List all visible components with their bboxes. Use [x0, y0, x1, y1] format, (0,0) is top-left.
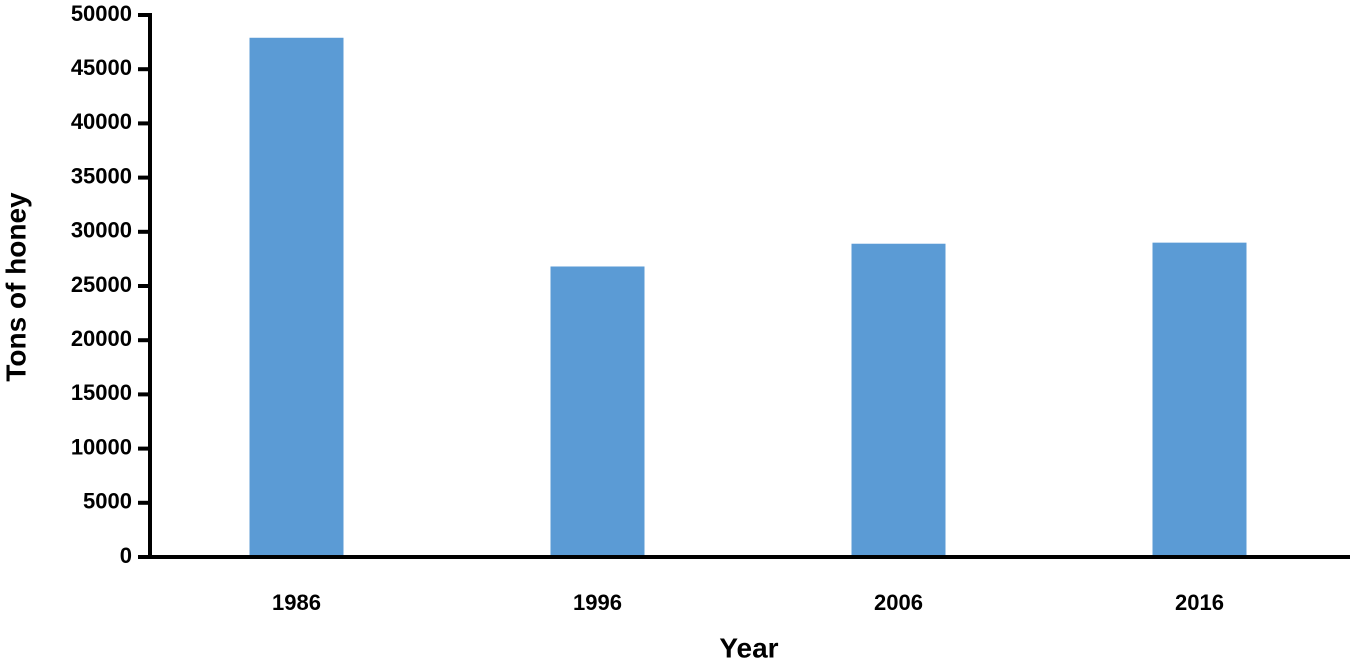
x-tick-label: 2016 [1175, 590, 1224, 615]
y-tick-label: 20000 [71, 326, 132, 351]
y-tick-label: 5000 [83, 489, 132, 514]
y-tick-label: 10000 [71, 434, 132, 459]
bar [550, 266, 645, 557]
y-tick-label: 30000 [71, 218, 132, 243]
bar [1152, 242, 1247, 557]
y-tick-label: 45000 [71, 55, 132, 80]
y-axis-title: Tons of honey [0, 192, 31, 382]
y-tick-label: 50000 [71, 1, 132, 26]
bar [249, 37, 344, 558]
y-tick-label: 40000 [71, 109, 132, 134]
y-tick-label: 35000 [71, 163, 132, 188]
bar [851, 243, 946, 557]
x-tick-label: 2006 [874, 590, 923, 615]
x-tick-label: 1986 [272, 590, 321, 615]
x-axis-title: Year [719, 632, 778, 663]
y-tick-label: 0 [120, 543, 132, 568]
x-tick-label: 1996 [573, 590, 622, 615]
y-tick-label: 15000 [71, 380, 132, 405]
y-tick-label: 25000 [71, 272, 132, 297]
